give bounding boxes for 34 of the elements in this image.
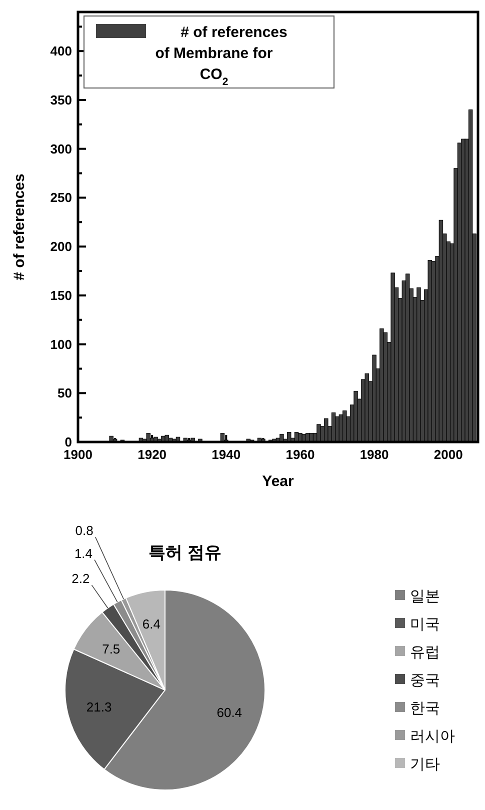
y-tick-label: 200 <box>50 239 72 254</box>
y-tick-label: 350 <box>50 92 72 108</box>
data-label: 21.3 <box>86 700 112 715</box>
legend-label: 기타 <box>410 756 440 773</box>
y-tick-label: 300 <box>50 141 72 156</box>
y-tick-label: 50 <box>58 386 72 401</box>
x-tick-label: 1920 <box>138 447 167 462</box>
legend-label: 한국 <box>410 700 440 717</box>
legend-label: 유럽 <box>410 644 440 661</box>
data-label: 0.8 <box>75 523 94 538</box>
x-axis-title: Year <box>262 473 294 490</box>
legend-label: # of references of Membrane for CO$_{2}$ <box>155 24 288 88</box>
x-tick-label: 1980 <box>360 447 389 462</box>
data-label: 7.5 <box>102 641 120 656</box>
x-tick-label: 1960 <box>286 447 315 462</box>
x-tick-label: 1900 <box>64 447 92 462</box>
legend: # of references of Membrane for CO$_{2}$ <box>84 16 334 88</box>
y-axis-title: # of references <box>11 174 28 280</box>
legend-label: 미국 <box>410 616 440 633</box>
data-label: 60.4 <box>216 704 242 720</box>
y-tick-label: 100 <box>50 336 72 352</box>
y-tick-label: 400 <box>50 44 72 59</box>
y-tick-label: 0 <box>64 434 72 450</box>
data-label: 1.4 <box>74 546 93 561</box>
x-tick-label: 1940 <box>212 447 241 462</box>
data-label: 6.4 <box>142 616 160 632</box>
legend-label: 일본 <box>410 588 440 605</box>
legend-label: 중국 <box>410 672 440 689</box>
legend-label: 러시아 <box>410 728 455 745</box>
data-label: 2.2 <box>72 571 90 586</box>
y-tick-label: 150 <box>50 288 72 303</box>
y-tick-label: 250 <box>50 190 72 206</box>
text: 특허 점유 <box>148 543 222 562</box>
x-tick-label: 2000 <box>434 447 463 462</box>
